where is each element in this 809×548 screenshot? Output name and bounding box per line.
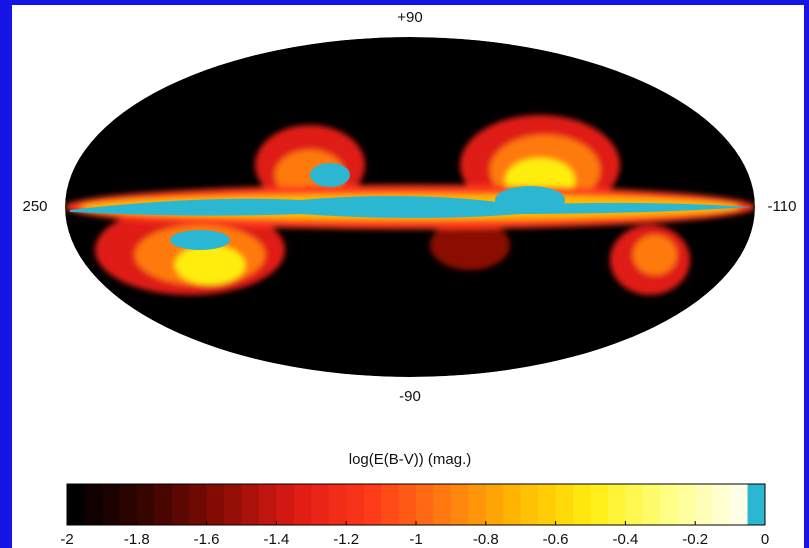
x-tick-label: -1.4: [263, 531, 289, 548]
x-tick-label: -0.4: [612, 531, 638, 548]
colorbar-step: [660, 484, 679, 525]
colorbar-step: [276, 484, 295, 525]
sky-map: [65, 37, 755, 377]
colorbar-step: [136, 484, 155, 525]
colorbar-step: [607, 484, 626, 525]
colorbar-step: [241, 484, 260, 525]
axis-label-bottom: -90: [399, 388, 421, 405]
colorbar-step: [538, 484, 557, 525]
colorbar-step: [101, 484, 120, 525]
axis-label-right: -110: [768, 198, 797, 215]
colorbar-step: [119, 484, 138, 525]
colorbar-step: [416, 484, 434, 525]
colorbar-step: [468, 484, 487, 525]
colorbar-step: [433, 484, 452, 525]
colorbar-step: [503, 484, 522, 525]
colorbar-step: [381, 484, 400, 525]
x-tick-label: 0: [761, 531, 769, 548]
axis-label-top: +90: [397, 9, 422, 26]
x-tick-label: -0.8: [473, 531, 499, 548]
colorbar-step: [171, 484, 190, 525]
colorbar-step: [84, 484, 103, 525]
colorbar-step: [712, 484, 731, 525]
colorbar-step: [485, 484, 504, 525]
colorbar-step: [398, 484, 417, 525]
colorbar-step: [730, 484, 749, 525]
x-tick-label: -1.6: [194, 531, 220, 548]
x-tick-label: -1.8: [124, 531, 150, 548]
x-tick-label: -2: [60, 531, 73, 548]
colorbar-step: [573, 484, 591, 525]
colorbar-step: [311, 484, 330, 525]
x-tick-label: -0.2: [682, 531, 708, 548]
colorbar-step: [206, 484, 225, 525]
colorbar-step: [642, 484, 661, 525]
colorbar-step: [258, 484, 277, 525]
colorbar-step: [450, 484, 469, 525]
colorbar-step: [363, 484, 382, 525]
colorbar-step: [677, 484, 696, 525]
colorbar-step: [189, 484, 208, 525]
x-tick-label: -1: [409, 531, 422, 548]
colorbar-title: log(E(B-V)) (mag.): [349, 451, 472, 468]
colorbar-step: [520, 484, 539, 525]
colorbar-step: [590, 484, 609, 525]
colorbar-step: [67, 484, 85, 525]
colorbar-step: [293, 484, 312, 525]
axis-label-left: 250: [22, 198, 47, 215]
x-tick-label: -0.6: [543, 531, 569, 548]
x-tick-label: -1.2: [333, 531, 359, 548]
colorbar-step: [625, 484, 644, 525]
colorbar-step: [695, 484, 714, 525]
colorbar-step: [224, 484, 242, 525]
colorbar-step: [747, 484, 766, 525]
colorbar-step: [154, 484, 173, 525]
colorbar-step: [346, 484, 365, 525]
colorbar-step: [555, 484, 574, 525]
colorbar-step: [328, 484, 347, 525]
